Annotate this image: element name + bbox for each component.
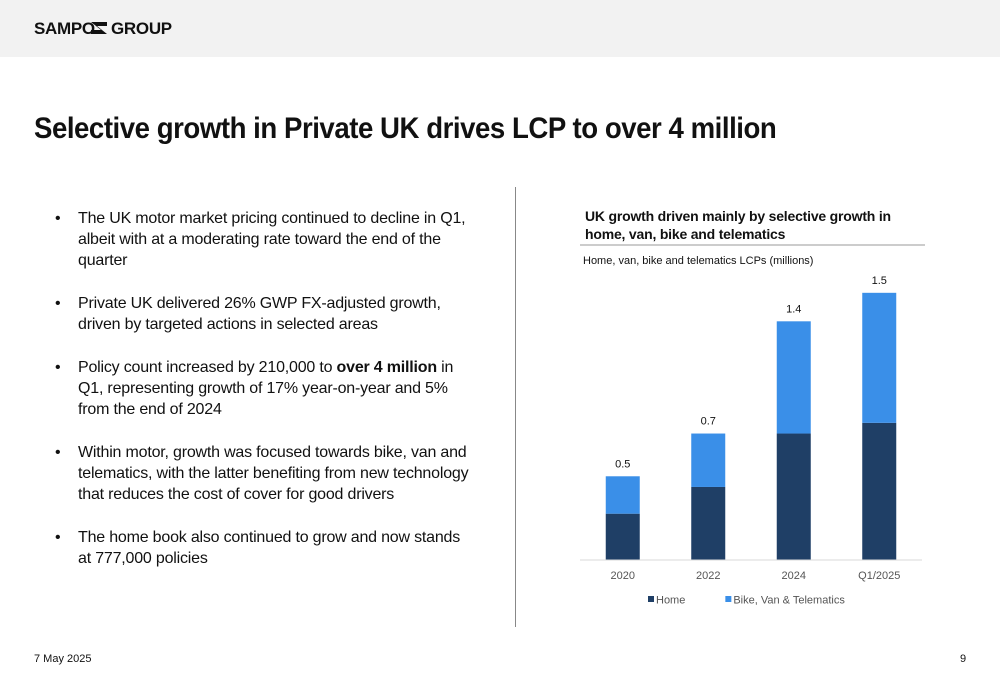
logo-icon [91, 22, 107, 34]
bullet: Policy count increased by 210,000 to ove… [55, 357, 470, 420]
x-tick-label: Q1/2025 [858, 570, 900, 582]
legend-label: Home [656, 595, 685, 607]
total-label: 0.5 [615, 458, 630, 470]
bar-segment [691, 433, 726, 487]
total-label: 0.7 [701, 416, 716, 428]
header-bar [0, 0, 1000, 57]
x-tick-label: 2020 [611, 570, 635, 582]
bar-segment [605, 513, 640, 560]
x-tick-label: 2022 [696, 570, 720, 582]
bar-segment [776, 321, 811, 434]
chart-title: UK growth driven mainly by selective gro… [585, 208, 891, 242]
bar-segment [605, 476, 640, 514]
bullet: Within motor, growth was focused towards… [55, 442, 470, 505]
bullet: The home book also continued to grow and… [55, 527, 470, 569]
slide-title: Selective growth in Private UK drives LC… [34, 112, 777, 145]
bullet: The UK motor market pricing continued to… [55, 208, 470, 271]
divider [515, 187, 516, 627]
logo-text: SAMPO [34, 19, 95, 38]
bar-segment [862, 292, 897, 423]
legend-swatch [725, 596, 732, 602]
total-label: 1.5 [872, 275, 887, 287]
chart-subtitle: Home, van, bike and telematics LCPs (mil… [583, 255, 813, 267]
bullet-text: Policy count increased by 210,000 to [78, 359, 337, 376]
bar-segment [862, 422, 897, 560]
chart-title-box: UK growth driven mainly by selective gro… [585, 208, 891, 242]
footer-date: 7 May 2025 [34, 653, 92, 665]
bullet-bold: over 4 million [336, 359, 438, 376]
bullet-list: The UK motor market pricing continued to… [55, 208, 470, 591]
bar-segment [691, 486, 726, 560]
logo-text: GROUP [111, 19, 172, 38]
x-tick-label: 2024 [782, 570, 806, 582]
bullet: Private UK delivered 26% GWP FX-adjusted… [55, 293, 470, 335]
bar-segment [776, 433, 811, 560]
legend-label: Bike, Van & Telematics [733, 595, 845, 607]
page-number: 9 [960, 653, 967, 665]
total-label: 1.4 [786, 303, 801, 315]
legend-swatch [648, 596, 654, 602]
bullet-text: in Q1, representing growth of 17% year-o… [78, 359, 454, 418]
